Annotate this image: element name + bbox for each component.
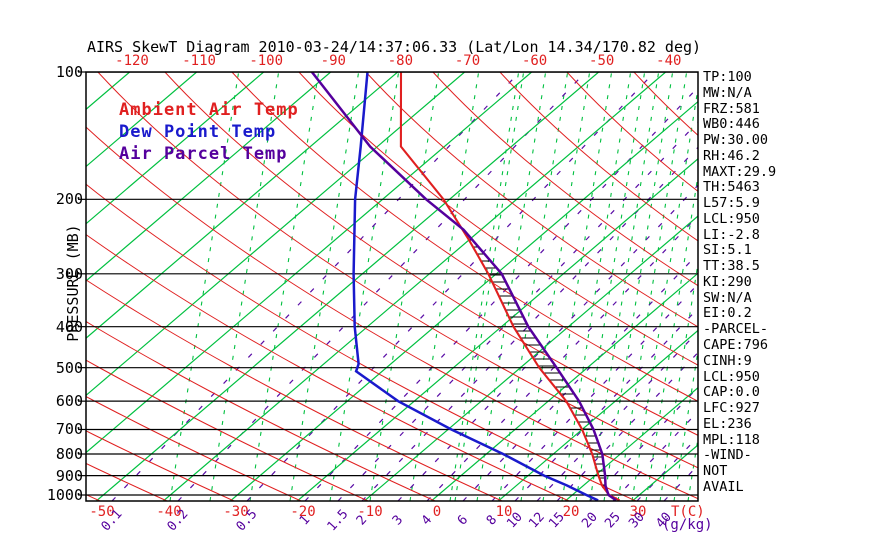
stat-line: RH:46.2 (703, 147, 760, 164)
pressure-tick-label: 600 (55, 392, 83, 411)
temp-axis-bottom-tick: -10 (357, 504, 383, 520)
stat-line: CAPE:796 (703, 337, 769, 354)
stat-line: MW:N/A (703, 84, 752, 101)
stat-line: SI:5.1 (703, 242, 752, 259)
stat-line: AVAIL (703, 478, 744, 495)
stat-line: L57:5.9 (703, 195, 760, 212)
chart-title: AIRS SkewT Diagram 2010-03-24/14:37:06.3… (86, 38, 702, 56)
stat-line: FRZ:581 (703, 100, 760, 117)
stat-line: TH:5463 (703, 179, 760, 196)
pressure-tick-label: 700 (55, 420, 83, 439)
legend-air-parcel-temp: Air Parcel Temp (119, 144, 288, 164)
stat-line: TT:38.5 (703, 258, 760, 275)
temp-axis-top-tick: -80 (387, 53, 414, 69)
pressure-tick-label: 400 (55, 317, 83, 336)
temp-axis-top-tick: -60 (521, 53, 548, 69)
stat-line: WB0:446 (703, 116, 760, 133)
stat-line: EL:236 (703, 415, 752, 432)
stat-line: SW:N/A (703, 289, 752, 306)
stat-line: LCL:950 (703, 368, 760, 385)
pressure-tick-label: 300 (55, 264, 83, 283)
stats-panel: TP:100 MW:N/A FRZ:581 WB0:446 PW:30.00 RH:46.… (703, 69, 777, 496)
stat-line: TP:100 (703, 69, 752, 85)
stat-line: MPL:118 (703, 431, 760, 448)
temp-axis-top-tick: -110 (182, 53, 216, 69)
temp-axis-top-tick: -50 (589, 53, 615, 69)
pressure-tick-label: 800 (55, 445, 83, 463)
stat-line: KI:290 (703, 273, 752, 290)
stat-line: CINH:9 (703, 352, 752, 369)
temp-axis-top-tick: -100 (249, 53, 284, 69)
temp-axis-top-tick: -120 (115, 53, 149, 69)
mixing-unit-label: (g/kg) (662, 517, 713, 533)
temp-axis-top-tick: -40 (656, 53, 682, 69)
temp-axis-bottom-tick: -50 (89, 504, 115, 520)
stat-line: NOT (703, 463, 728, 480)
temp-axis-top-tick: -70 (454, 53, 481, 69)
temp-axis-bottom-tick: 0 (432, 504, 442, 520)
pressure-tick-label: 900 (55, 466, 83, 485)
temp-axis-bottom-tick: 30 (629, 504, 647, 520)
legend-ambient-air-temp: Ambient Air Temp (119, 100, 299, 120)
temp-axis-bottom-tick: -40 (156, 504, 182, 520)
stat-line: CAP:0.0 (703, 384, 760, 401)
pressure-tick-label: 500 (55, 358, 83, 377)
temp-unit-label: T(C) (671, 504, 705, 520)
pressure-axis-label: PRESSURE (MB) (64, 224, 82, 342)
stat-line: PW:30.00 (703, 132, 769, 149)
stat-line: -PARCEL- (703, 321, 769, 338)
temp-axis-bottom-tick: -30 (223, 504, 249, 520)
temp-axis-bottom-tick: 20 (562, 504, 580, 520)
temp-axis-bottom-tick: -20 (290, 504, 316, 520)
stat-line: LFC:927 (703, 400, 760, 417)
stat-line: LCL:950 (703, 210, 760, 227)
stat-line: -WIND- (703, 447, 752, 464)
stat-line: MAXT:29.9 (703, 163, 777, 180)
pressure-tick-label: 200 (55, 190, 83, 209)
pressure-tick-label: 100 (55, 63, 83, 81)
stat-line: LI:-2.8 (703, 226, 760, 243)
legend-dew-point-temp: Dew Point Temp (119, 122, 277, 142)
stat-line: EI:0.2 (703, 305, 752, 322)
temp-axis-bottom-tick: 10 (495, 504, 513, 520)
pressure-tick-label: 1000 (46, 486, 83, 504)
temp-axis-top-tick: -90 (320, 53, 346, 69)
